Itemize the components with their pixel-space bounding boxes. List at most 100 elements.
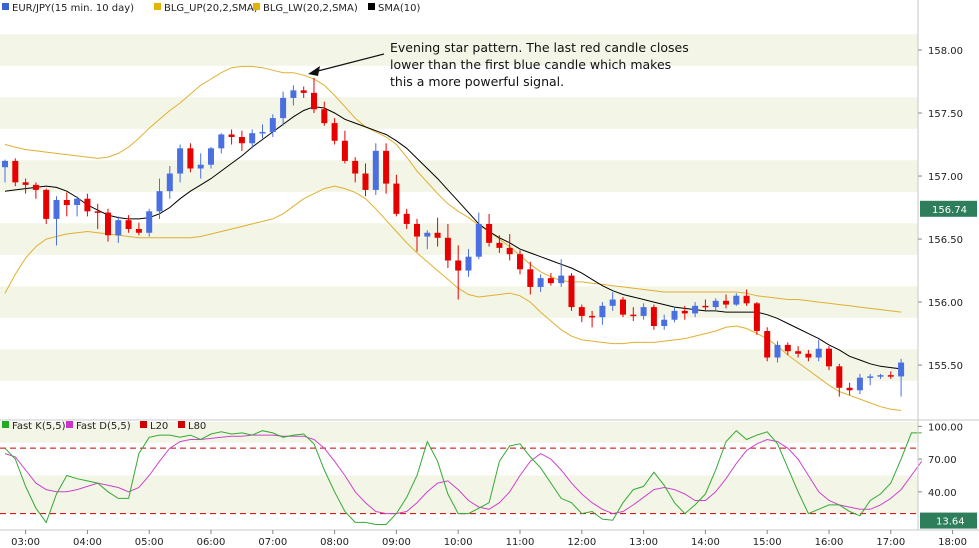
bull-candle: [280, 91, 287, 126]
time-tick-label: 15:00: [753, 537, 782, 548]
bear-candle: [63, 192, 70, 217]
candle-body: [156, 191, 163, 212]
bear-candle: [527, 261, 534, 295]
candle-body: [372, 150, 379, 190]
last-value-marker: [920, 512, 977, 529]
bear-candle: [135, 222, 142, 236]
bull-candle: [115, 216, 122, 243]
stoch-band: [0, 422, 918, 443]
annotation-arrow-line: [313, 53, 385, 73]
bull-candle: [867, 373, 874, 386]
legend-swatch: [2, 421, 9, 428]
bull-candle: [475, 212, 482, 260]
candle-body: [228, 134, 235, 137]
legend-label: Fast D(5,5): [76, 421, 131, 432]
stoch-lines: [4, 430, 923, 525]
price-tick-label: 157.50: [928, 109, 963, 120]
candle-body: [836, 366, 843, 388]
bull-candle: [599, 302, 606, 325]
candle-body: [269, 118, 276, 132]
legend-swatch: [154, 3, 161, 10]
bull-candle: [712, 298, 719, 311]
candle-body: [661, 319, 668, 327]
candle-body: [496, 242, 503, 248]
candle-body: [135, 228, 142, 233]
candle-body: [63, 199, 70, 206]
bear-candle: [578, 304, 585, 323]
candle-body: [650, 307, 657, 327]
time-tick-label: 03:00: [11, 537, 40, 548]
candle-body: [743, 295, 750, 304]
candle-body: [105, 212, 111, 236]
candle-body: [547, 278, 554, 284]
bear-candle: [547, 273, 554, 286]
legend-swatch: [178, 421, 185, 428]
bear-candle: [383, 143, 390, 194]
bear-candle: [846, 382, 853, 396]
candle-body: [887, 375, 894, 377]
price-tick-label: 158.00: [928, 46, 963, 57]
bull-candle: [53, 196, 60, 246]
candle-body: [290, 90, 297, 98]
bear-candle: [486, 213, 493, 247]
bull-candle: [815, 339, 822, 362]
bull-candle: [218, 133, 225, 154]
candle-body: [764, 331, 771, 358]
legend-swatch: [368, 3, 375, 10]
bear-candle: [300, 86, 307, 98]
bear-candle: [22, 178, 29, 194]
bear-candle: [753, 302, 760, 335]
legend-label: BLG_UP(20,2,SMA): [164, 3, 258, 14]
bull-candle: [856, 373, 863, 395]
bull-candle: [609, 291, 616, 311]
bear-candle: [887, 371, 894, 379]
bear-candle: [362, 163, 369, 197]
candle-body: [620, 299, 626, 315]
price-tick-label: 155.50: [928, 361, 963, 372]
time-tick-label: 14:00: [691, 537, 720, 548]
price-band: [0, 223, 918, 255]
bear-candle: [125, 215, 132, 233]
candle-body: [177, 148, 184, 174]
bear-candle: [331, 118, 338, 145]
candle-body: [238, 136, 245, 144]
candle-body: [537, 278, 544, 287]
price-band: [0, 34, 918, 66]
legend-swatch: [140, 421, 147, 428]
bollinger-upper-line: [4, 65, 902, 313]
bear-candle: [455, 245, 462, 300]
candle-body: [22, 182, 29, 185]
price-tick-label: 156.00: [928, 298, 963, 309]
bull-candle: [249, 129, 256, 149]
candle-body: [589, 315, 596, 318]
price-tick-label: 156.50: [928, 235, 963, 246]
time-tick-label: 07:00: [258, 537, 287, 548]
candle-body: [712, 300, 719, 308]
candle-body: [671, 310, 678, 320]
last-price-label: 156.74: [932, 205, 967, 216]
bear-candle: [764, 327, 771, 362]
bear-candle: [414, 218, 420, 252]
legend-swatch: [253, 3, 260, 10]
bear-candle: [238, 130, 245, 151]
candle-body: [94, 211, 101, 213]
candle-body: [444, 237, 451, 261]
time-tick-label: 13:00: [629, 537, 658, 548]
candle-body: [805, 353, 812, 358]
bull-candle: [733, 293, 740, 306]
candle-body: [527, 269, 534, 287]
candle-body: [32, 184, 39, 190]
candle-body: [187, 148, 194, 169]
candle-body: [2, 160, 8, 168]
bear-candle: [496, 235, 503, 253]
candle-body: [898, 362, 905, 377]
stoch-levels: [0, 447, 918, 515]
bull-candle: [177, 144, 184, 183]
time-tick-label: 12:00: [567, 537, 596, 548]
bull-candle: [774, 341, 781, 363]
legend-label: L20: [150, 421, 168, 432]
time-tick-label: 16:00: [815, 537, 844, 548]
candle-body: [795, 351, 802, 354]
